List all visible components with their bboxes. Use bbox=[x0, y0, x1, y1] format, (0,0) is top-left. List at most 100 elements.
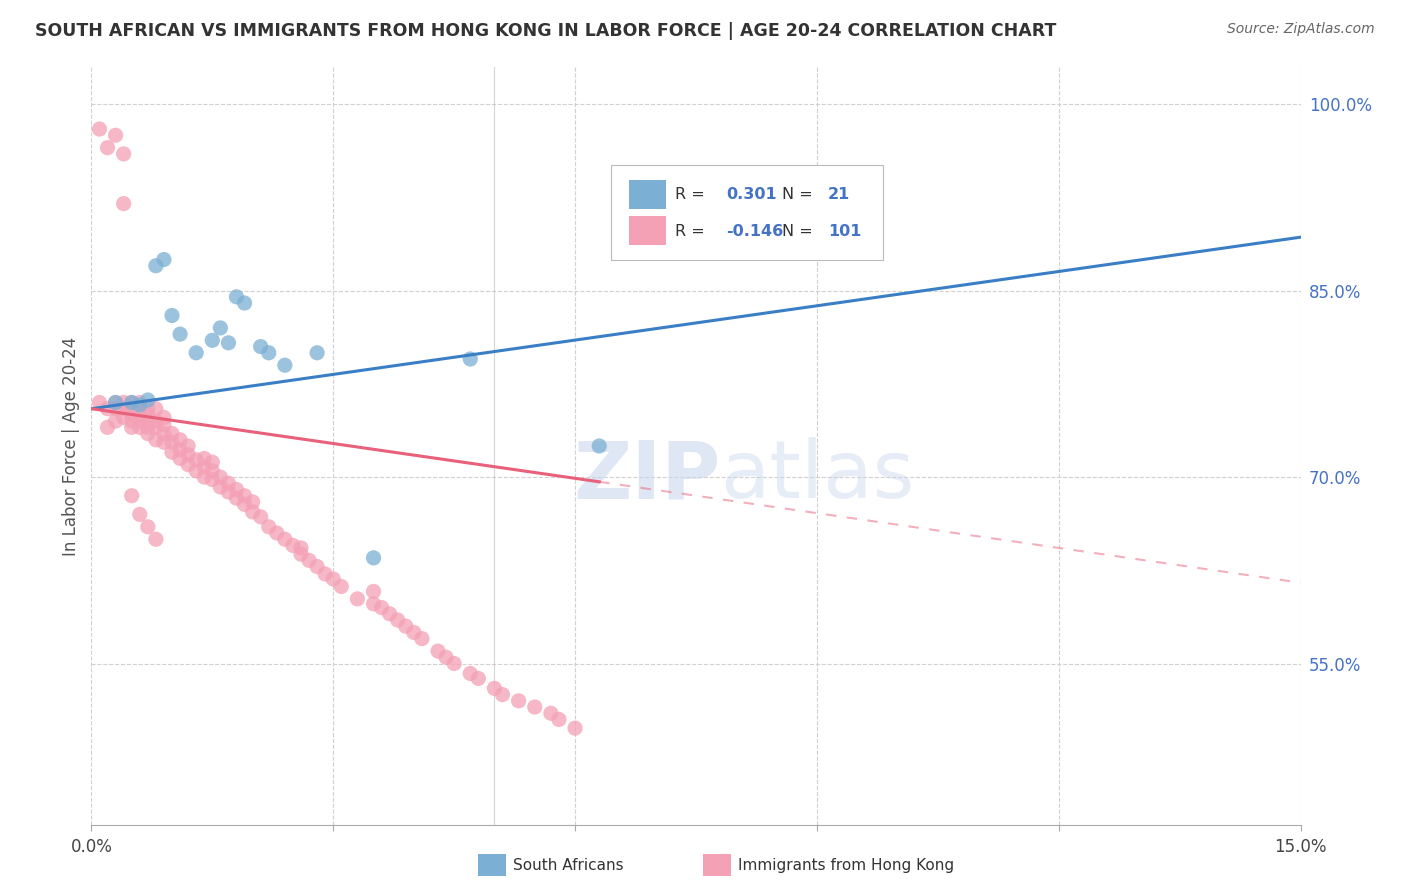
Point bbox=[193, 460, 215, 475]
Point bbox=[274, 533, 297, 547]
Point bbox=[186, 464, 208, 478]
Point bbox=[370, 600, 392, 615]
Point bbox=[145, 420, 167, 434]
Point bbox=[145, 433, 167, 447]
Point bbox=[467, 672, 489, 686]
Point bbox=[201, 455, 224, 469]
Text: Source: ZipAtlas.com: Source: ZipAtlas.com bbox=[1227, 22, 1375, 37]
Point bbox=[104, 395, 127, 409]
Point bbox=[588, 439, 610, 453]
Point bbox=[169, 451, 191, 466]
Point bbox=[145, 259, 167, 273]
Point bbox=[128, 395, 150, 409]
Point bbox=[266, 526, 288, 541]
Point bbox=[434, 650, 457, 665]
Point bbox=[363, 584, 385, 599]
Point bbox=[411, 632, 433, 646]
Point bbox=[128, 414, 150, 428]
Point bbox=[136, 426, 159, 441]
Point bbox=[201, 473, 224, 487]
Point bbox=[298, 553, 321, 567]
Point bbox=[217, 476, 239, 491]
Point bbox=[484, 681, 506, 696]
Text: atlas: atlas bbox=[720, 437, 914, 516]
Point bbox=[121, 401, 143, 416]
Point bbox=[89, 122, 111, 136]
Point bbox=[128, 401, 150, 416]
Point bbox=[281, 538, 304, 552]
Point bbox=[112, 410, 135, 425]
Point bbox=[121, 395, 143, 409]
Text: Immigrants from Hong Kong: Immigrants from Hong Kong bbox=[738, 858, 955, 872]
Point bbox=[209, 470, 232, 484]
Point bbox=[290, 547, 312, 561]
Text: ZIP: ZIP bbox=[572, 437, 720, 516]
Text: 101: 101 bbox=[828, 224, 860, 239]
Point bbox=[186, 452, 208, 467]
Point bbox=[387, 613, 409, 627]
Point bbox=[112, 401, 135, 416]
Point bbox=[104, 395, 127, 409]
Point bbox=[153, 435, 176, 450]
FancyBboxPatch shape bbox=[612, 166, 883, 260]
Point bbox=[242, 495, 264, 509]
Point bbox=[314, 567, 336, 582]
Point bbox=[193, 451, 215, 466]
Point bbox=[136, 414, 159, 428]
Point bbox=[508, 694, 530, 708]
Point bbox=[290, 541, 312, 555]
Point bbox=[443, 657, 465, 671]
Point bbox=[201, 464, 224, 478]
Point bbox=[249, 340, 271, 354]
Point bbox=[257, 520, 280, 534]
Point bbox=[201, 334, 224, 348]
Point bbox=[145, 533, 167, 547]
Point bbox=[233, 296, 256, 310]
Point bbox=[274, 358, 297, 372]
Point bbox=[128, 508, 150, 522]
Point bbox=[121, 420, 143, 434]
Point bbox=[136, 401, 159, 416]
Point bbox=[136, 420, 159, 434]
Point bbox=[96, 420, 118, 434]
Text: 21: 21 bbox=[828, 186, 851, 202]
Point bbox=[307, 345, 329, 359]
Point bbox=[145, 414, 167, 428]
Point bbox=[209, 480, 232, 494]
Point bbox=[153, 410, 176, 425]
Y-axis label: In Labor Force | Age 20-24: In Labor Force | Age 20-24 bbox=[62, 336, 80, 556]
Point bbox=[160, 445, 183, 459]
Point bbox=[169, 442, 191, 457]
Point bbox=[136, 408, 159, 422]
Point bbox=[121, 408, 143, 422]
Point bbox=[402, 625, 425, 640]
Point bbox=[136, 392, 159, 407]
Point bbox=[121, 489, 143, 503]
Point bbox=[160, 309, 183, 323]
Point bbox=[491, 688, 513, 702]
Point bbox=[209, 321, 232, 335]
Point bbox=[104, 401, 127, 416]
Point bbox=[193, 470, 215, 484]
Point bbox=[128, 408, 150, 422]
Text: -0.146: -0.146 bbox=[725, 224, 783, 239]
Point bbox=[330, 579, 353, 593]
Text: N =: N = bbox=[782, 224, 818, 239]
Point bbox=[249, 509, 271, 524]
Point bbox=[177, 458, 200, 472]
Point bbox=[177, 439, 200, 453]
Point bbox=[307, 559, 329, 574]
Point bbox=[160, 435, 183, 450]
Point bbox=[96, 141, 118, 155]
Point bbox=[363, 597, 385, 611]
Point bbox=[136, 520, 159, 534]
Bar bbox=[630, 180, 665, 209]
Point bbox=[225, 290, 247, 304]
Text: SOUTH AFRICAN VS IMMIGRANTS FROM HONG KONG IN LABOR FORCE | AGE 20-24 CORRELATIO: SOUTH AFRICAN VS IMMIGRANTS FROM HONG KO… bbox=[35, 22, 1056, 40]
Point bbox=[112, 147, 135, 161]
Point bbox=[169, 433, 191, 447]
Bar bbox=[630, 216, 665, 245]
Point bbox=[128, 420, 150, 434]
Point bbox=[104, 128, 127, 143]
Point bbox=[427, 644, 450, 658]
